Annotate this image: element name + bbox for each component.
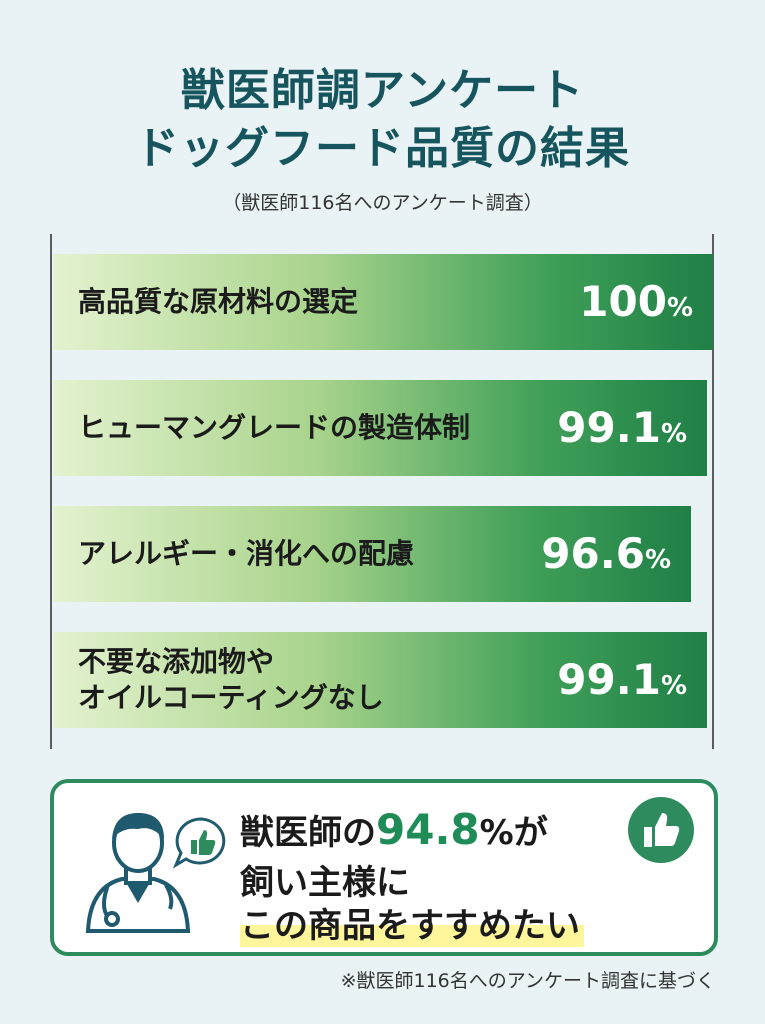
callout-line-1: 獣医師の94.8%が: [240, 805, 548, 854]
footnote: ※獣医師116名へのアンケート調査に基づく: [340, 970, 715, 992]
callout-percentage: 94.8: [376, 805, 480, 854]
subtitle: （獣医師116名へのアンケート調査）: [222, 192, 543, 214]
bar-1: [54, 254, 713, 350]
bar-value-2: 99.1%: [557, 403, 687, 452]
bar-value-1: 100%: [579, 277, 693, 326]
bar-value-4: 99.1%: [557, 655, 687, 704]
chart-axis-right: [712, 234, 714, 749]
speech-like-icon: [172, 817, 226, 869]
callout-line-3: この商品をすすめたい: [240, 898, 584, 947]
callout-line-1-prefix: 獣医師の: [240, 813, 376, 853]
bar-label-3: アレルギー・消化への配慮: [78, 537, 415, 570]
title-line-2: ドッグフード品質の結果: [135, 123, 630, 174]
bar-2: [54, 380, 707, 476]
bar-label-4: 不要な添加物や オイルコーティングなし: [78, 645, 384, 714]
chart-axis-left: [50, 234, 52, 749]
bar-3: [54, 506, 691, 602]
title-line-1: 獣医師調アンケート: [180, 65, 585, 116]
bar-4: [54, 632, 707, 728]
bar-label-2: ヒューマングレードの製造体制: [78, 411, 471, 444]
doctor-icon: [85, 813, 191, 933]
callout-line-1-suffix: %が: [479, 813, 548, 853]
bar-label-1: 高品質な原材料の選定: [78, 285, 359, 318]
thumbs-up-icon: [628, 797, 694, 863]
callout-line-2: 飼い主様に: [240, 863, 410, 903]
bar-value-3: 96.6%: [541, 529, 671, 578]
